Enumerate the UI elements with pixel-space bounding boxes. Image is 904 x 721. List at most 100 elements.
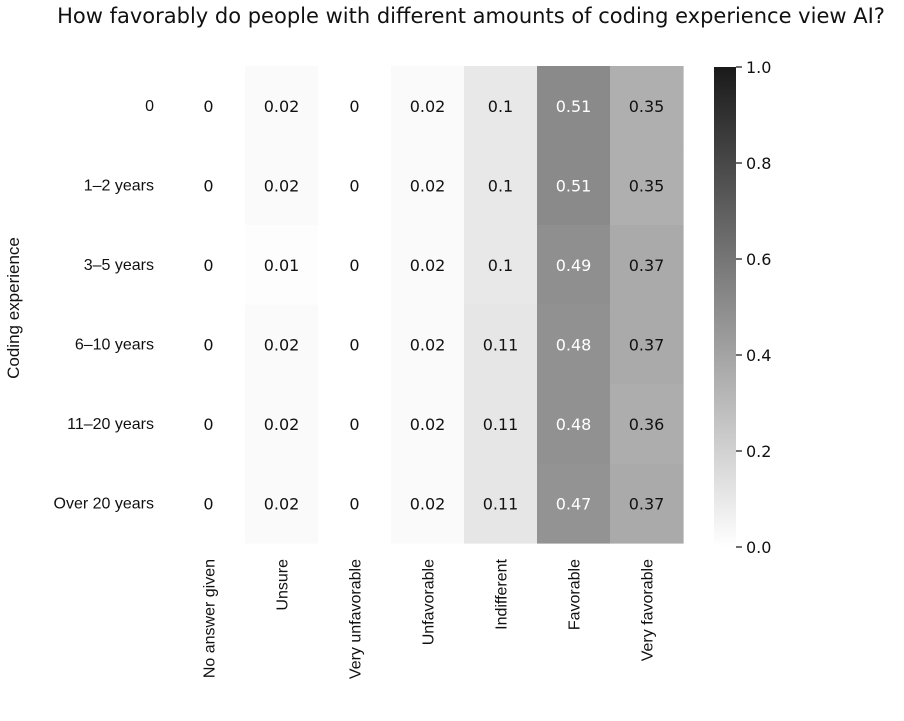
cell-value-label: 0.11 xyxy=(483,415,519,434)
heatmap-cell xyxy=(537,225,611,306)
heatmap-cell xyxy=(537,463,611,544)
cell-value-label: 0.02 xyxy=(410,256,446,275)
row-tick-labels: 0 1–2 years 3–5 years 6–10 years 11–20 years… xyxy=(54,98,155,513)
heatmap-cell xyxy=(537,66,611,147)
cell-value-label: 0.51 xyxy=(556,97,592,116)
row-tick-label: 6–10 years xyxy=(75,336,154,353)
cell-value-label: 0.37 xyxy=(629,335,665,354)
cell-value-label: 0.35 xyxy=(629,97,665,116)
cell-value-label: 0.35 xyxy=(629,176,665,195)
heatmap-cell xyxy=(245,304,319,385)
heatmap-cell-labels: 0 0.02 0 0.02 0.1 0.51 0.35 0 0.02 0 0.02 0.1 0.51 0.… xyxy=(203,97,664,514)
cell-value-label: 0 xyxy=(349,335,359,354)
cell-value-label: 0.1 xyxy=(488,176,513,195)
colorbar-tick-label: 0.4 xyxy=(746,346,771,365)
cell-value-label: 0.02 xyxy=(264,415,300,434)
colorbar-ticks: 0.0 0.2 0.4 0.6 0.8 1.0 xyxy=(736,58,771,557)
column-tick-label: Very favorable xyxy=(640,559,657,661)
heatmap-cell xyxy=(318,463,392,544)
heatmap-cell xyxy=(537,384,611,465)
y-axis-label: Coding experience xyxy=(4,237,23,379)
cell-value-label: 0.02 xyxy=(410,415,446,434)
cell-value-label: 0.02 xyxy=(264,494,300,513)
column-tick-label: Unfavorable xyxy=(421,559,438,645)
heatmap-cell xyxy=(537,304,611,385)
heatmap-cell xyxy=(318,304,392,385)
heatmap-cell xyxy=(172,384,246,465)
cell-value-label: 0 xyxy=(203,335,213,354)
cell-value-label: 0.48 xyxy=(556,415,592,434)
heatmap-cell xyxy=(391,463,465,544)
row-tick-label: 3–5 years xyxy=(84,257,154,274)
heatmap-cell xyxy=(610,225,684,306)
cell-value-label: 0 xyxy=(349,256,359,275)
cell-value-label: 0.02 xyxy=(410,176,446,195)
column-tick-label: Very unfavorable xyxy=(348,559,365,679)
heatmap-cells xyxy=(172,66,684,544)
heatmap-cell xyxy=(318,384,392,465)
heatmap-cell xyxy=(464,66,538,147)
column-tick-label: Unsure xyxy=(275,559,292,611)
heatmap-cell xyxy=(610,66,684,147)
cell-value-label: 0.37 xyxy=(629,494,665,513)
column-tick-labels: No answer given Unsure Very unfavorable Unf… xyxy=(202,558,657,679)
cell-value-label: 0.48 xyxy=(556,335,592,354)
row-tick-label: Over 20 years xyxy=(54,495,154,512)
cell-value-label: 0 xyxy=(349,494,359,513)
colorbar-tick-label: 0.8 xyxy=(746,154,771,173)
cell-value-label: 0.49 xyxy=(556,256,592,275)
heatmap-cell xyxy=(464,225,538,306)
cell-value-label: 0.47 xyxy=(556,494,592,513)
cell-value-label: 0 xyxy=(203,176,213,195)
row-tick-label: 1–2 years xyxy=(84,177,154,194)
colorbar-tick-label: 0.0 xyxy=(746,538,771,557)
heatmap-cell xyxy=(245,463,319,544)
heatmap-cell xyxy=(391,66,465,147)
heatmap-cell xyxy=(391,145,465,226)
heatmap-cell xyxy=(610,304,684,385)
column-tick-label: Indifferent xyxy=(494,558,511,629)
heatmap-cell xyxy=(172,463,246,544)
colorbar-tick-label: 0.6 xyxy=(746,250,771,269)
cell-value-label: 0.1 xyxy=(488,97,513,116)
cell-value-label: 0 xyxy=(203,415,213,434)
cell-value-label: 0 xyxy=(203,97,213,116)
heatmap-cell xyxy=(464,384,538,465)
cell-value-label: 0 xyxy=(203,494,213,513)
heatmap-cell xyxy=(464,145,538,226)
heatmap-cell xyxy=(245,145,319,226)
cell-value-label: 0.02 xyxy=(264,97,300,116)
colorbar xyxy=(714,67,736,547)
colorbar-tick-label: 0.2 xyxy=(746,442,771,461)
cell-value-label: 0.36 xyxy=(629,415,665,434)
cell-value-label: 0.1 xyxy=(488,256,513,275)
colorbar-tick-label: 1.0 xyxy=(746,58,771,77)
heatmap-cell xyxy=(610,463,684,544)
heatmap-cell xyxy=(245,66,319,147)
cell-value-label: 0.02 xyxy=(264,335,300,354)
heatmap-cell xyxy=(464,304,538,385)
heatmap-cell xyxy=(391,384,465,465)
heatmap-cell xyxy=(172,66,246,147)
heatmap-cell xyxy=(318,145,392,226)
heatmap-cell xyxy=(245,225,319,306)
heatmap-cell xyxy=(172,145,246,226)
heatmap-cell xyxy=(610,145,684,226)
cell-value-label: 0.02 xyxy=(410,335,446,354)
cell-value-label: 0 xyxy=(203,256,213,275)
cell-value-label: 0.01 xyxy=(264,256,300,275)
heatmap-cell xyxy=(245,384,319,465)
chart-title: How favorably do people with different a… xyxy=(57,4,885,28)
cell-value-label: 0.02 xyxy=(410,97,446,116)
cell-value-label: 0 xyxy=(349,415,359,434)
heatmap-cell xyxy=(318,225,392,306)
cell-value-label: 0.37 xyxy=(629,256,665,275)
row-tick-label: 0 xyxy=(145,98,154,115)
cell-value-label: 0.11 xyxy=(483,494,519,513)
cell-value-label: 0.51 xyxy=(556,176,592,195)
heatmap-cell xyxy=(172,225,246,306)
heatmap-cell xyxy=(610,384,684,465)
heatmap-cell xyxy=(172,304,246,385)
heatmap-cell xyxy=(391,225,465,306)
